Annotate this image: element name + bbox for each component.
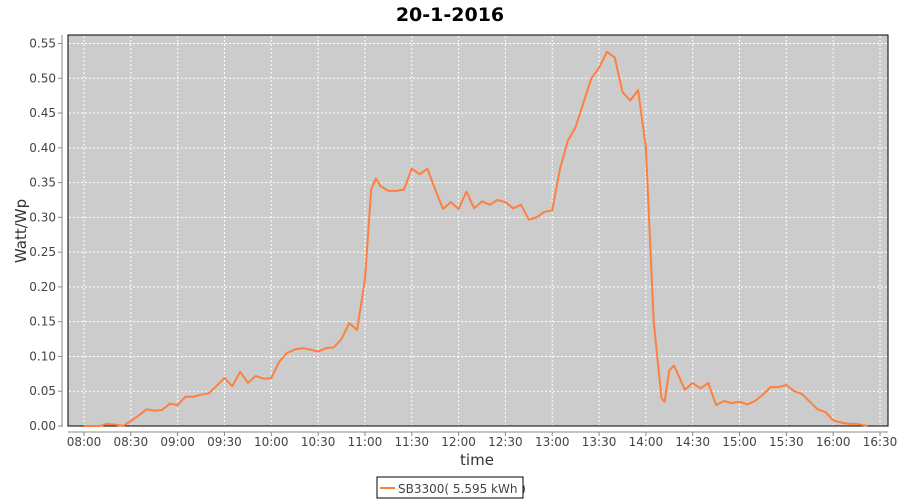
y-tick-label: 0.30 (29, 210, 56, 224)
x-tick-label: 15:30 (769, 435, 804, 449)
x-tick-label: 12:30 (488, 435, 523, 449)
x-tick-label: 13:00 (535, 435, 570, 449)
y-tick-label: 0.35 (29, 176, 56, 190)
y-tick-label: 0.40 (29, 141, 56, 155)
x-tick-label: 15:00 (722, 435, 757, 449)
legend: SB3300( 5.595 kWh ) (376, 476, 526, 499)
y-tick-label: 0.45 (29, 106, 56, 120)
y-tick-label: 0.10 (29, 349, 56, 363)
x-tick-label: 11:00 (348, 435, 383, 449)
y-tick-label: 0.20 (29, 280, 56, 294)
grid (69, 36, 887, 425)
x-tick-label: 08:00 (67, 435, 102, 449)
x-tick-label: 13:30 (582, 435, 617, 449)
legend-box (376, 476, 524, 499)
x-tick-label: 08:30 (114, 435, 149, 449)
y-axis: 0.00 0.05 0.10 0.15 0.20 0.25 0.30 0.35 0.40 0.45… (29, 35, 63, 433)
y-tick-label: 0.25 (29, 245, 56, 259)
plot-area (67, 34, 889, 427)
y-tick-label: 0.05 (29, 384, 56, 398)
x-tick-label: 12:00 (441, 435, 476, 449)
y-tick-label: 0.50 (29, 71, 56, 85)
y-tick-label: 0.55 (29, 37, 56, 51)
x-tick-label: 11:30 (394, 435, 429, 449)
x-tick-label: 14:00 (629, 435, 664, 449)
x-tick-label: 16:00 (816, 435, 851, 449)
series-line (84, 50, 868, 427)
y-axis-label: Watt/Wp (12, 199, 30, 263)
x-tick-label: 14:30 (675, 435, 710, 449)
x-tick-label: 10:00 (254, 435, 289, 449)
y-tick-label: 0.00 (29, 419, 56, 433)
x-axis-label: time (460, 451, 494, 469)
legend-label: SB3300( 5.595 kWh ) (398, 482, 526, 496)
chart-title: 20-1-2016 (396, 4, 504, 26)
y-tick-label: 0.15 (29, 315, 56, 329)
x-axis: 08:00 08:30 09:00 09:30 10:00 10:30 11:00 11:30… (67, 431, 898, 449)
x-tick-label: 09:30 (207, 435, 242, 449)
x-tick-label: 16:30 (863, 435, 898, 449)
series-lines (84, 50, 868, 427)
x-tick-label: 09:00 (160, 435, 195, 449)
x-tick-label: 10:30 (301, 435, 336, 449)
